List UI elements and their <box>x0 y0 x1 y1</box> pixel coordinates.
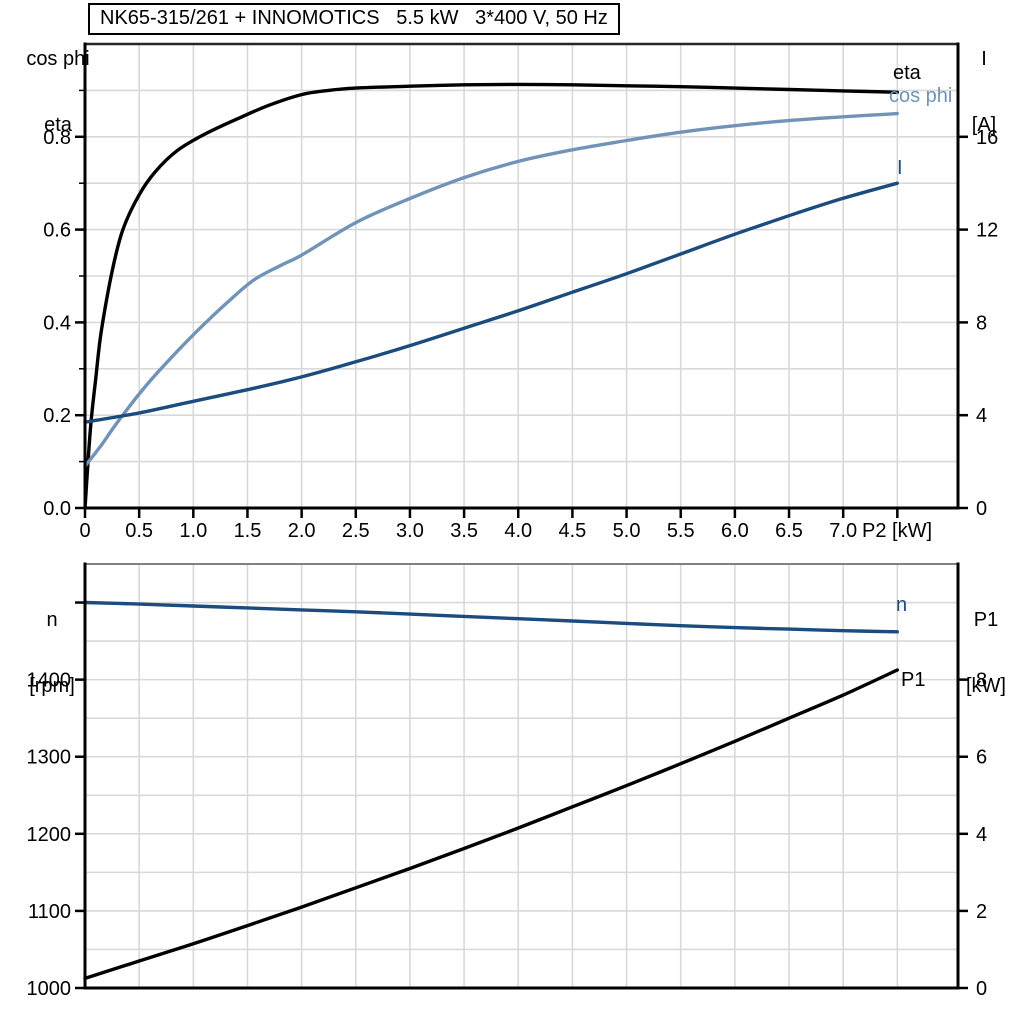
axis-title-cos-phi: cos phi <box>26 48 90 70</box>
y-right-tick-label: 16 <box>976 127 998 149</box>
chart-title-box: NK65-315/261 + INNOMOTICS 5.5 kW 3*400 V… <box>88 3 620 35</box>
axis-title-current-unit: [A] <box>971 114 997 136</box>
y-left-tick-label: 1200 <box>27 824 72 846</box>
axis-title-p1: P1 <box>973 609 999 631</box>
curve-label-cos-phi: cos phi <box>889 85 953 107</box>
curve-eta <box>83 82 899 510</box>
y-right-tick-label: 6 <box>976 747 987 769</box>
x-tick-label: 4.5 <box>559 520 587 542</box>
y-right-tick-label: 4 <box>976 824 987 846</box>
x-tick-label: 6.5 <box>775 520 803 542</box>
curve-n <box>83 600 899 634</box>
x-tick-label: 0 <box>79 520 90 542</box>
y-right-tick-label: 8 <box>976 670 987 692</box>
bottom-chart-left-axis-title: n [rpm] <box>6 565 98 741</box>
x-tick-label: 2.5 <box>342 520 370 542</box>
y-left-tick-label: 1000 <box>27 978 72 1000</box>
y-left-tick-label: 0.8 <box>43 127 71 149</box>
x-tick-label: 2.0 <box>288 520 316 542</box>
x-tick-label: 1.0 <box>179 520 207 542</box>
curve-label-current: I <box>897 157 903 179</box>
x-tick-label: 0.5 <box>125 520 153 542</box>
axis-title-current: I <box>981 48 987 70</box>
axis-title-speed: n <box>46 609 58 631</box>
top-chart-right-axis-title: I [A] <box>950 4 1018 180</box>
axis-title-p1-unit: [kW] <box>966 675 1006 697</box>
y-right-tick-label: 2 <box>976 901 987 923</box>
curve-label-p1: P1 <box>901 669 926 691</box>
x-tick-label: 5.5 <box>667 520 695 542</box>
y-left-tick-label: 0.6 <box>43 220 71 242</box>
y-left-tick-label: 0.2 <box>43 405 71 427</box>
bottom-chart-right-axis-title: P1 [kW] <box>948 565 1024 741</box>
y-right-tick-label: 8 <box>976 312 987 334</box>
y-right-tick-label: 0 <box>976 498 987 520</box>
x-tick-label: 4.0 <box>504 520 532 542</box>
x-tick-label: 3.5 <box>450 520 478 542</box>
y-left-tick-label: 0.0 <box>43 498 71 520</box>
y-left-tick-label: 1300 <box>27 747 72 769</box>
y-right-tick-label: 4 <box>976 405 987 427</box>
y-left-tick-label: 1100 <box>28 901 71 923</box>
top-chart-left-axis-title: cos phi eta <box>10 4 106 180</box>
y-left-tick-label: 0.4 <box>43 312 71 334</box>
y-right-tick-label: 0 <box>976 978 987 1000</box>
axis-title-eta: eta <box>44 114 72 136</box>
x-tick-label: 6.0 <box>721 520 749 542</box>
curve-label-speed: n <box>896 594 908 616</box>
x-tick-label: 7.0 <box>829 520 857 542</box>
curve-P1 <box>83 668 899 981</box>
x-tick-label: 5.0 <box>613 520 641 542</box>
curve-cos-phi <box>83 111 899 468</box>
axis-title-speed-unit: [rpm] <box>29 675 75 697</box>
y-right-tick-label: 12 <box>976 220 998 242</box>
x-tick-label: 1.5 <box>234 520 262 542</box>
curve-I <box>83 181 899 424</box>
x-axis-label: P2 [kW] <box>862 520 932 542</box>
curve-label-eta: eta <box>893 62 921 84</box>
y-left-tick-label: 1400 <box>27 670 72 692</box>
x-tick-label: 3.0 <box>396 520 424 542</box>
